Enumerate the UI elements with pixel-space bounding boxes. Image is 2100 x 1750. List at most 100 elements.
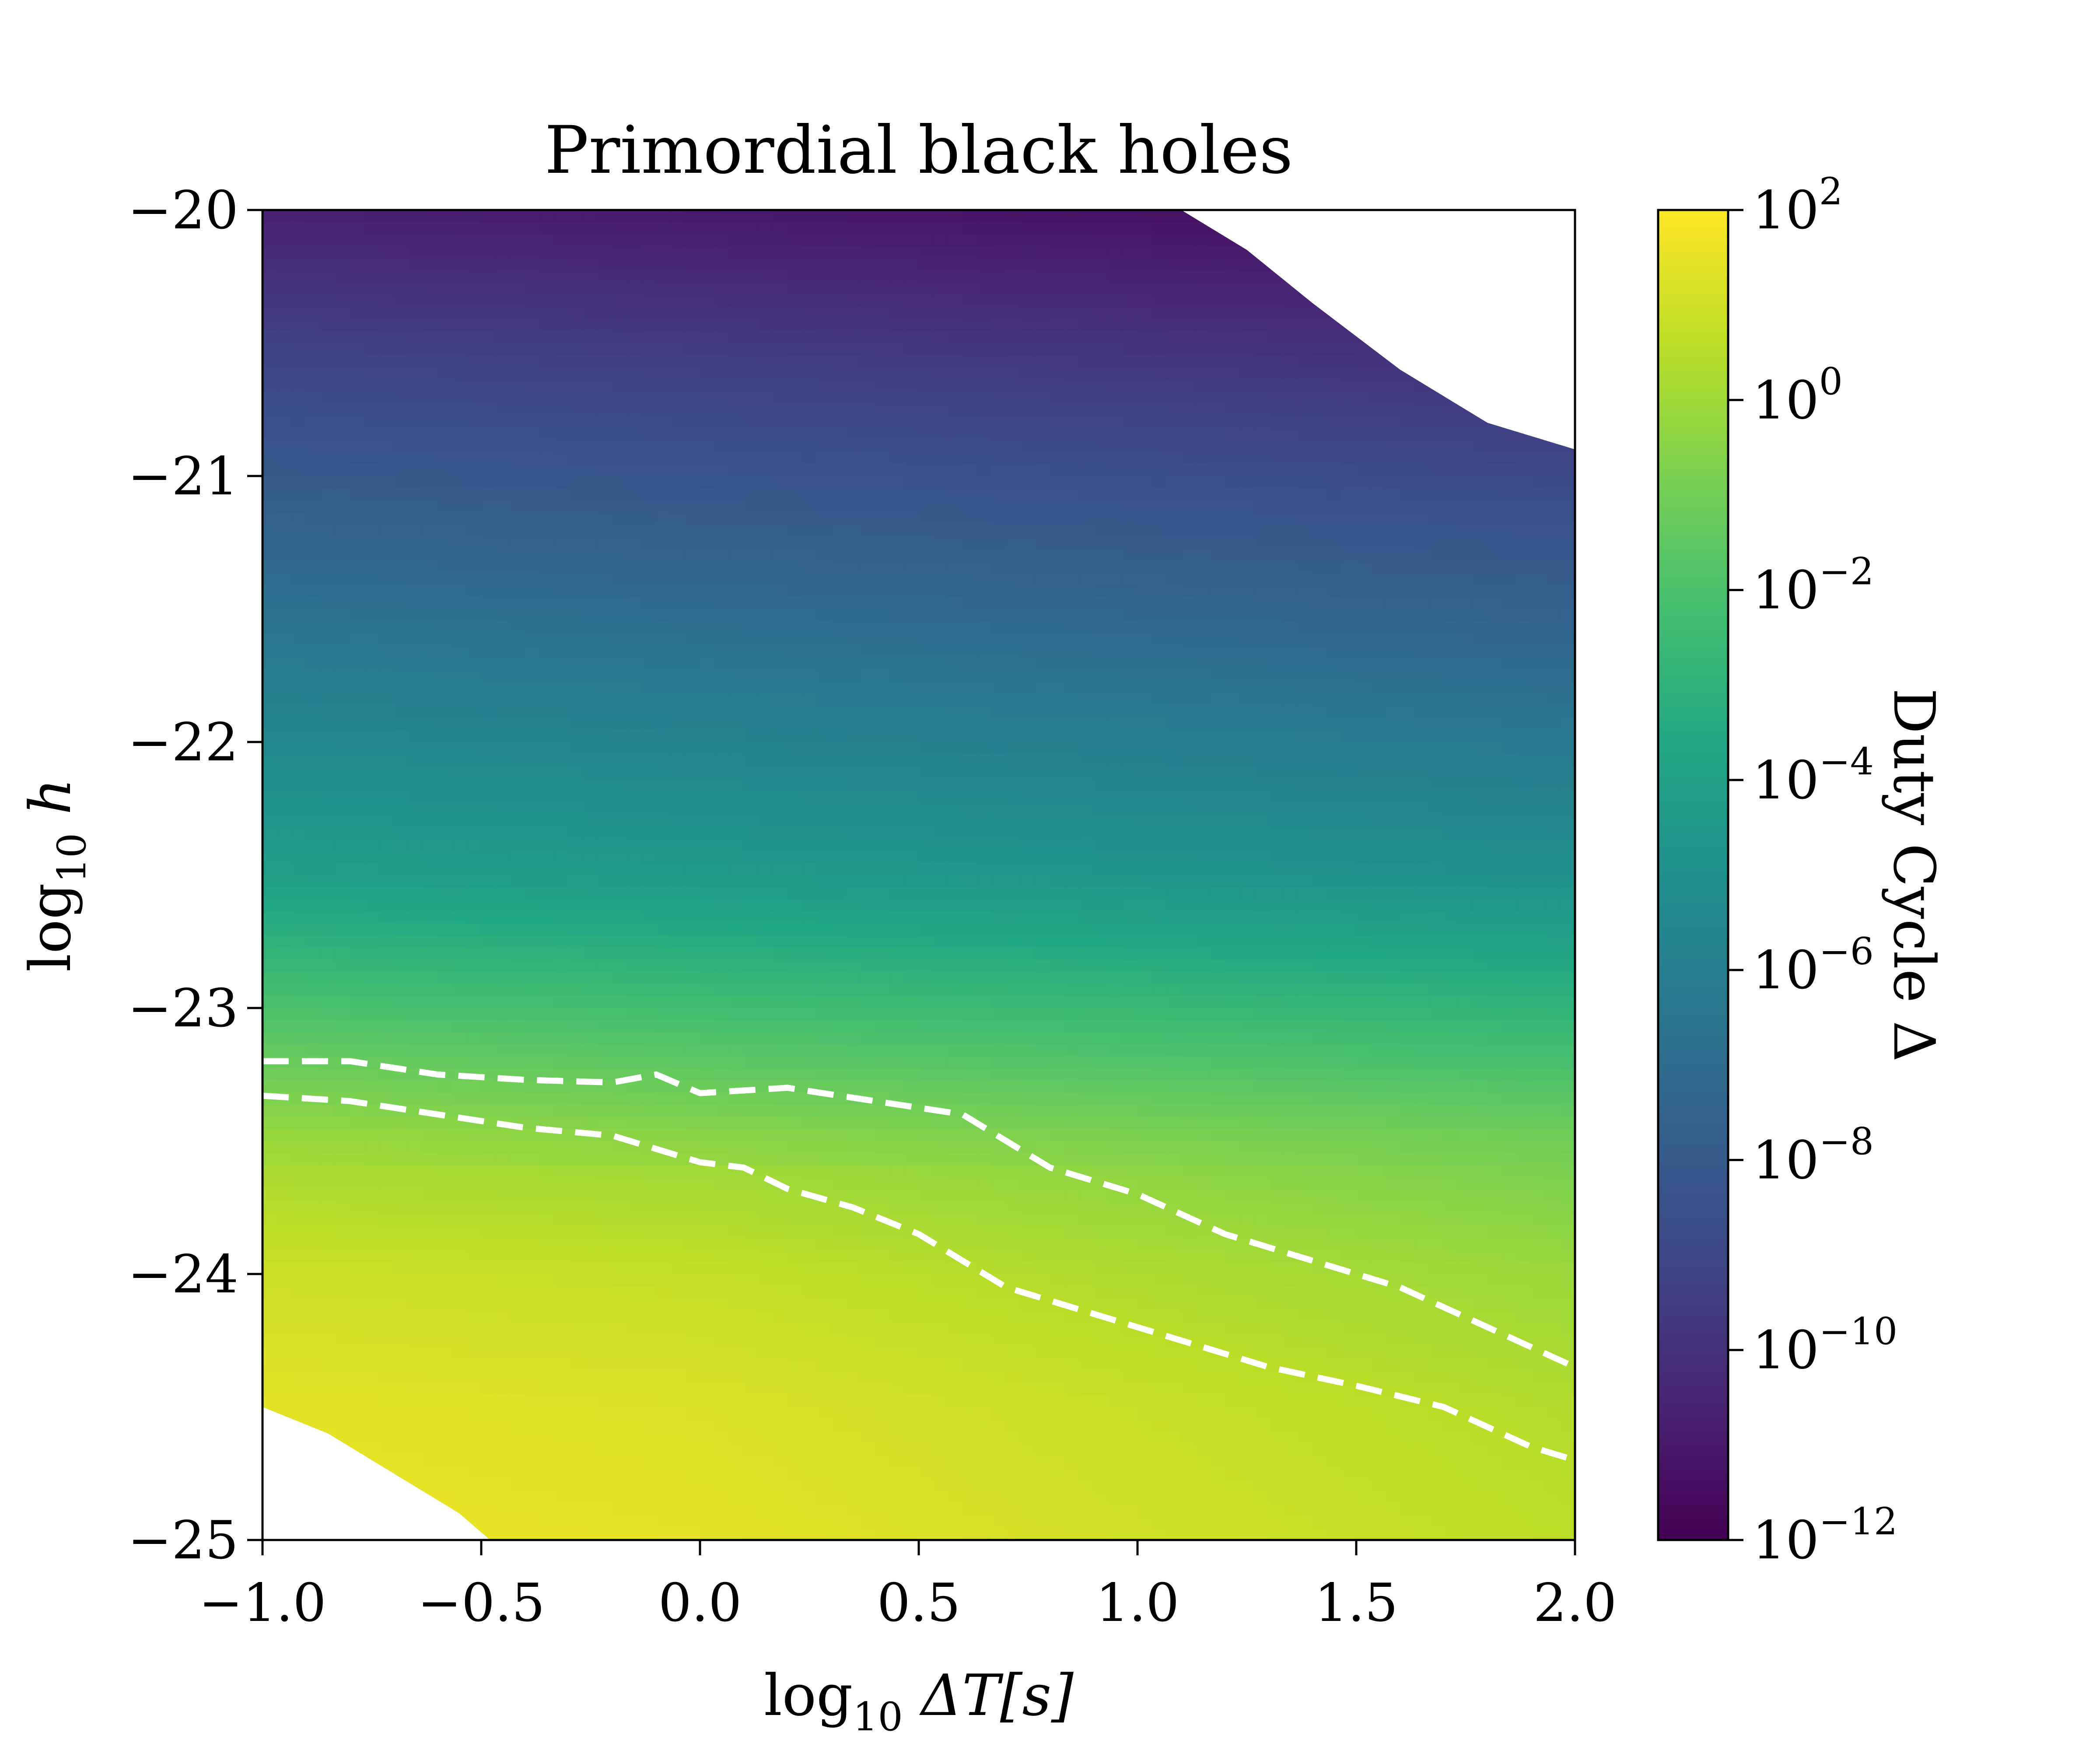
heatmap-cell bbox=[991, 427, 1007, 440]
heatmap-cell bbox=[773, 512, 788, 525]
heatmap-cell bbox=[991, 814, 1007, 827]
heatmap-cell bbox=[350, 536, 365, 549]
heatmap-cell bbox=[1312, 693, 1328, 706]
heatmap-cell bbox=[962, 669, 978, 682]
heatmap-cell bbox=[1400, 379, 1415, 392]
heatmap-cell bbox=[846, 536, 861, 549]
heatmap-cell bbox=[831, 367, 847, 380]
heatmap-cell bbox=[1429, 754, 1444, 767]
heatmap-cell bbox=[1269, 706, 1284, 718]
heatmap-cell bbox=[904, 766, 919, 779]
heatmap-cell bbox=[802, 476, 817, 489]
heatmap-cell bbox=[729, 343, 744, 356]
heatmap-cell bbox=[1123, 863, 1138, 875]
heatmap-cell bbox=[1400, 464, 1415, 476]
heatmap-cell bbox=[277, 718, 292, 731]
heatmap-cell bbox=[1385, 645, 1400, 658]
heatmap-cell bbox=[1414, 669, 1430, 682]
heatmap-cell bbox=[1327, 693, 1342, 706]
heatmap-cell bbox=[1123, 282, 1138, 295]
heatmap-cell bbox=[1254, 863, 1269, 875]
heatmap-cell bbox=[598, 597, 613, 609]
heatmap-cell bbox=[335, 706, 350, 718]
heatmap-cell bbox=[394, 863, 409, 875]
heatmap-cell bbox=[846, 754, 861, 767]
heatmap-cell bbox=[481, 681, 497, 694]
heatmap-cell bbox=[277, 560, 292, 573]
heatmap-cell bbox=[583, 307, 598, 319]
heatmap-cell bbox=[991, 415, 1007, 428]
heatmap-cell bbox=[481, 488, 497, 501]
heatmap-cell bbox=[569, 343, 584, 356]
heatmap-cell bbox=[1108, 826, 1124, 839]
heatmap-cell bbox=[1108, 863, 1124, 875]
heatmap-cell bbox=[438, 282, 453, 295]
heatmap-cell bbox=[889, 222, 905, 235]
heatmap-cell bbox=[1225, 258, 1240, 271]
heatmap-cell bbox=[321, 464, 336, 476]
heatmap-cell bbox=[889, 258, 905, 271]
heatmap-cell bbox=[452, 560, 467, 573]
heatmap-cell bbox=[1035, 234, 1050, 247]
heatmap-cell bbox=[335, 657, 350, 670]
heatmap-cell bbox=[1123, 657, 1138, 670]
heatmap-cell bbox=[1269, 850, 1284, 864]
heatmap-cell bbox=[1356, 452, 1372, 465]
heatmap-cell bbox=[1152, 294, 1167, 307]
heatmap-cell bbox=[569, 210, 584, 223]
heatmap-cell bbox=[714, 355, 730, 368]
heatmap-cell bbox=[1021, 524, 1036, 537]
heatmap-cell bbox=[452, 802, 467, 815]
heatmap-cell bbox=[1079, 222, 1094, 235]
heatmap-cell bbox=[1152, 657, 1167, 670]
heatmap-cell bbox=[291, 875, 307, 888]
heatmap-cell bbox=[1298, 464, 1313, 476]
heatmap-cell bbox=[598, 440, 613, 452]
heatmap-cell bbox=[671, 282, 686, 295]
heatmap-cell bbox=[1341, 584, 1357, 598]
heatmap-cell bbox=[525, 331, 540, 343]
heatmap-cell bbox=[729, 488, 744, 501]
heatmap-cell bbox=[714, 524, 730, 537]
heatmap-cell bbox=[1210, 730, 1225, 742]
heatmap-cell bbox=[364, 766, 380, 779]
heatmap-cell bbox=[1560, 476, 1575, 489]
heatmap-cell bbox=[1152, 766, 1167, 779]
heatmap-cell bbox=[758, 706, 774, 718]
heatmap-cell bbox=[875, 742, 890, 755]
heatmap-cell bbox=[1123, 415, 1138, 428]
heatmap-cell bbox=[1006, 427, 1022, 440]
heatmap-cell bbox=[277, 415, 292, 428]
heatmap-cell bbox=[525, 548, 540, 561]
heatmap-cell bbox=[700, 766, 715, 779]
heatmap-cell bbox=[408, 706, 424, 718]
heatmap-cell bbox=[1414, 597, 1430, 609]
heatmap-cell bbox=[1254, 657, 1269, 670]
heatmap-cell bbox=[1458, 427, 1474, 440]
heatmap-cell bbox=[277, 863, 292, 875]
heatmap-cell bbox=[991, 270, 1007, 283]
heatmap-cell bbox=[364, 742, 380, 755]
heatmap-cell bbox=[1064, 488, 1080, 501]
heatmap-cell bbox=[991, 850, 1007, 864]
heatmap-cell bbox=[1079, 379, 1094, 392]
heatmap-cell bbox=[1488, 584, 1503, 598]
heatmap-cell bbox=[1196, 318, 1211, 332]
heatmap-cell bbox=[1094, 210, 1109, 223]
heatmap-cell bbox=[583, 560, 598, 573]
heatmap-cell bbox=[788, 379, 803, 392]
heatmap-cell bbox=[860, 210, 875, 223]
heatmap-cell bbox=[904, 802, 919, 815]
heatmap-cell bbox=[583, 355, 598, 368]
heatmap-cell bbox=[948, 488, 963, 501]
heatmap-cell bbox=[977, 548, 992, 561]
heatmap-cell bbox=[991, 790, 1007, 803]
heatmap-cell bbox=[962, 488, 978, 501]
heatmap-cell bbox=[569, 706, 584, 718]
heatmap-cell bbox=[1050, 621, 1065, 634]
heatmap-cell bbox=[1444, 403, 1459, 416]
heatmap-cell bbox=[1458, 766, 1474, 779]
heatmap-cell bbox=[889, 234, 905, 247]
heatmap-cell bbox=[335, 766, 350, 779]
heatmap-cell bbox=[1516, 839, 1532, 851]
